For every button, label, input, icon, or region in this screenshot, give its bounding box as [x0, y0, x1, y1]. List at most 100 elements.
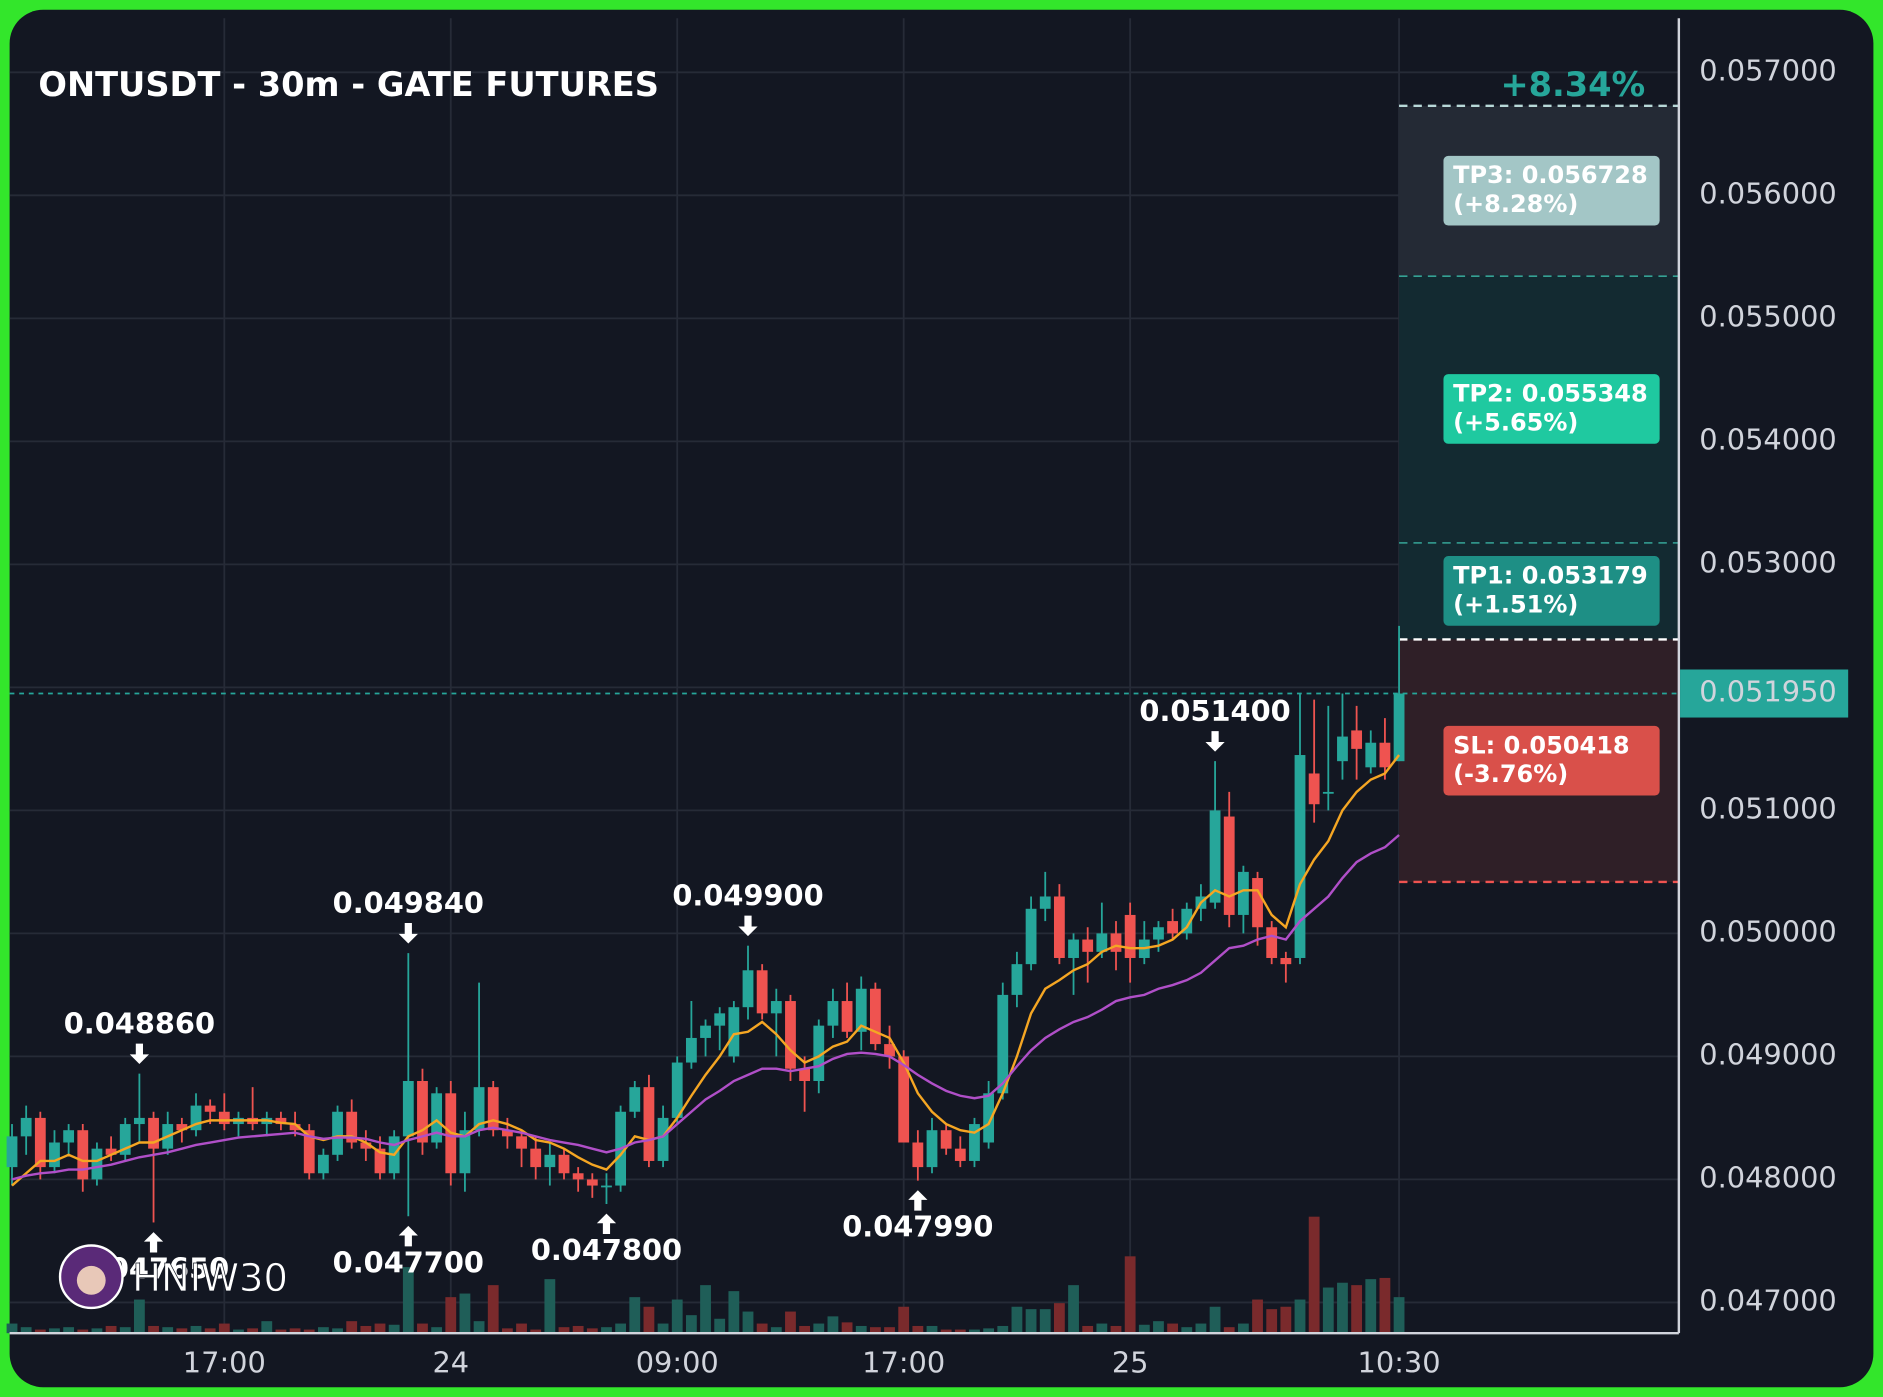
- y-tick-label: 0.051000: [1699, 791, 1836, 825]
- volume-bar: [402, 1267, 414, 1334]
- volume-bar: [233, 1329, 244, 1334]
- candle-body: [148, 1117, 159, 1149]
- volume-bar: [869, 1327, 881, 1334]
- volume-bar: [431, 1327, 443, 1334]
- candle-body: [1167, 921, 1179, 934]
- x-tick-label: 24: [432, 1345, 469, 1379]
- target-change: (+5.65%): [1453, 408, 1578, 436]
- volume-bar: [799, 1325, 811, 1334]
- volume-bar: [1053, 1303, 1065, 1334]
- volume-bar: [388, 1324, 400, 1334]
- candle-body: [869, 988, 881, 1045]
- candle-body: [119, 1124, 131, 1155]
- candle-body: [742, 970, 754, 1008]
- volume-bar: [1280, 1306, 1292, 1334]
- candle-body: [813, 1025, 825, 1082]
- volume-bar: [501, 1328, 513, 1334]
- candle-body: [954, 1148, 966, 1161]
- volume-bar: [728, 1291, 740, 1334]
- annotation-arrow: [398, 1225, 418, 1247]
- candle-body: [20, 1117, 32, 1137]
- volume-bar: [586, 1328, 598, 1334]
- volume-bar: [657, 1323, 669, 1334]
- volume-bar: [34, 1329, 46, 1334]
- volume-bar: [544, 1279, 556, 1334]
- candle-body: [1308, 773, 1320, 805]
- candle-body: [572, 1173, 584, 1180]
- candle-body: [176, 1124, 188, 1131]
- candle-body: [1280, 957, 1292, 965]
- target-change: (+8.28%): [1453, 190, 1578, 218]
- volume-bar: [261, 1321, 273, 1334]
- volume-bar: [332, 1328, 343, 1334]
- annotation-label: 0.047700: [333, 1245, 484, 1279]
- volume-bar: [714, 1318, 726, 1334]
- candle-body: [586, 1179, 598, 1186]
- candle-body: [1025, 908, 1037, 965]
- volume-bar: [133, 1299, 145, 1334]
- volume-bar: [1138, 1324, 1150, 1334]
- y-tick-label: 0.054000: [1699, 422, 1836, 456]
- candle-body: [898, 1056, 910, 1143]
- y-tick-label: 0.049000: [1699, 1037, 1836, 1071]
- volume-bar: [1252, 1299, 1263, 1334]
- moving-average: [11, 754, 1401, 1187]
- candle-body: [431, 1093, 443, 1143]
- stop-label: SL: 0.050418: [1453, 731, 1630, 759]
- volume-bar: [317, 1327, 329, 1334]
- candle-body: [827, 1001, 839, 1026]
- volume-bar: [105, 1325, 117, 1334]
- volume-bar: [685, 1315, 697, 1334]
- volume-bar: [671, 1299, 683, 1334]
- candle-body: [1223, 816, 1235, 915]
- candle-body: [1337, 736, 1348, 762]
- volume-bar: [572, 1325, 584, 1334]
- last-price-label: 0.051950: [1699, 675, 1836, 709]
- volume-bar: [346, 1321, 358, 1334]
- candle-body: [77, 1130, 89, 1180]
- volume-bar: [63, 1327, 75, 1334]
- candle-body: [884, 1044, 895, 1057]
- stop-box: [1443, 725, 1660, 796]
- candle-body: [218, 1111, 230, 1125]
- volume-bar: [417, 1323, 428, 1334]
- position-total: +8.34%: [1500, 65, 1645, 104]
- volume-bar: [1365, 1279, 1377, 1334]
- avatar-face: [76, 1265, 106, 1295]
- volume-bar: [1124, 1256, 1136, 1334]
- candle-body: [1181, 908, 1193, 934]
- candle-body: [785, 1001, 796, 1069]
- candle-body: [332, 1111, 343, 1155]
- candle-body: [1209, 810, 1221, 903]
- volume-bar: [473, 1321, 485, 1334]
- annotation-arrow: [738, 915, 758, 937]
- volume-bar: [218, 1323, 230, 1334]
- volume-bar: [1195, 1323, 1207, 1334]
- volume-bar: [1393, 1297, 1405, 1334]
- annotation-label: 0.051400: [1139, 694, 1290, 728]
- volume-bar: [643, 1306, 655, 1334]
- annotation-arrow: [1205, 731, 1225, 752]
- volume-bar: [700, 1285, 711, 1334]
- candle-body: [417, 1081, 428, 1143]
- candle-body: [983, 1093, 995, 1143]
- candle-body: [544, 1154, 556, 1168]
- candle-body: [1351, 730, 1363, 749]
- volume-bar: [275, 1329, 287, 1334]
- candle-body: [133, 1117, 145, 1125]
- volume-bar: [176, 1328, 188, 1334]
- candle-body: [1266, 927, 1278, 958]
- candle-body: [6, 1136, 18, 1168]
- candle-body: [1294, 755, 1306, 958]
- annotation-label: 0.049840: [333, 886, 484, 920]
- candle-body: [34, 1117, 46, 1168]
- candle-body: [63, 1130, 75, 1143]
- volume-bar: [1308, 1216, 1320, 1334]
- candle-body: [1011, 964, 1023, 995]
- last-price-tag: [1680, 669, 1849, 718]
- plot: TP1: 0.053179(+1.51%) TP2: 0.055348(+5.65…: [6, 18, 1679, 1334]
- candle-body: [303, 1130, 315, 1174]
- volume-bar: [204, 1328, 216, 1334]
- candle-body: [855, 988, 867, 1032]
- volume-bar: [940, 1329, 952, 1334]
